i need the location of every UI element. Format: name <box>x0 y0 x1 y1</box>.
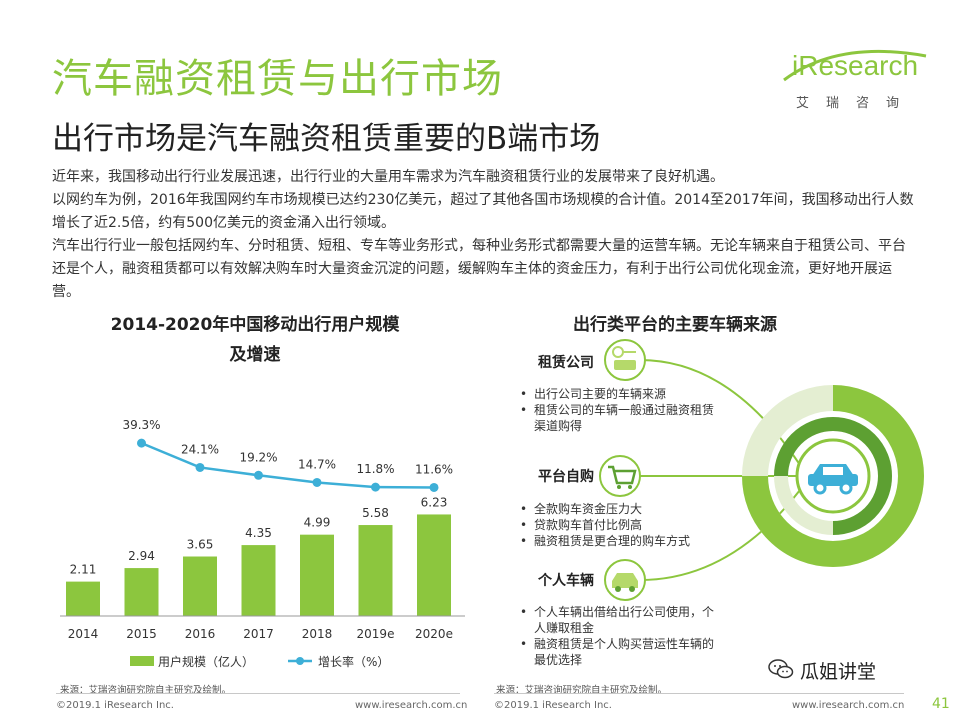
group-bullets-rental-company: 出行公司主要的车辆来源 租赁公司的车辆一般通过融资租赁渠道购得 <box>518 386 718 434</box>
growth-value-label: 19.2% <box>239 450 277 464</box>
bar-value-label: 4.99 <box>304 516 331 530</box>
bullet-item: 贷款购车首付比例高 <box>518 517 738 533</box>
bar <box>358 525 393 616</box>
bar-value-label: 3.65 <box>187 538 214 552</box>
growth-point <box>429 482 439 492</box>
bar <box>417 514 451 616</box>
logo-chinese: 艾瑞咨询 <box>796 96 917 111</box>
bullet-item: 融资租赁是个人购买营运性车辆的最优选择 <box>518 636 718 668</box>
growth-value-label: 14.7% <box>298 457 336 471</box>
group-label-personal-vehicle: 个人车辆 <box>538 573 594 589</box>
bar <box>300 534 334 616</box>
right-source-note: 来源：艾瑞咨询研究院自主研究及绘制。 <box>496 685 668 696</box>
bar <box>241 545 276 616</box>
growth-value-label: 11.8% <box>356 462 394 476</box>
left-chart-title: 2014-2020年中国移动出行用户规模 及增速 <box>90 310 420 370</box>
legend-line-label: 增长率（%） <box>318 654 389 669</box>
growth-value-label: 39.3% <box>122 418 160 432</box>
x-tick-label: 2017 <box>243 627 274 641</box>
user-scale-chart: 2.11 2.94 3.65 4.35 4.99 5.58 6.23 2014 2015 201… <box>60 418 465 669</box>
bar-value-label: 6.23 <box>421 495 448 509</box>
bullet-item: 租赁公司的车辆一般通过融资租赁渠道购得 <box>518 402 718 434</box>
x-tick-label: 2018 <box>302 627 333 641</box>
paragraph-3: 汽车出行行业一般包括网约车、分时租赁、短租、专车等业务形式，每种业务形式都需要大… <box>52 238 906 300</box>
group-bullets-platform-purchase: 全款购车资金压力大 贷款购车首付比例高 融资租赁是更合理的购车方式 <box>518 501 738 549</box>
x-tick-label: 2019e <box>357 627 395 641</box>
bar <box>183 556 217 616</box>
bar-value-label: 5.58 <box>362 506 389 520</box>
right-panel-title: 出行类平台的主要车辆来源 <box>573 315 777 335</box>
left-source-note: 来源：艾瑞咨询研究院自主研究及绘制。 <box>60 685 232 696</box>
x-tick-label: 2020e <box>415 627 453 641</box>
x-tick-label: 2016 <box>185 627 216 641</box>
left-chart-title-line2: 及增速 <box>229 345 281 365</box>
growth-point <box>371 482 380 492</box>
car-key-icon <box>604 339 646 381</box>
footer-divider-right <box>494 693 904 694</box>
car-icon <box>604 559 646 601</box>
middle-ring-arc <box>774 417 892 535</box>
page-number: 41 <box>932 696 950 712</box>
growth-rate-line <box>141 441 435 489</box>
footer-copyright-right: ©2019.1 iResearch Inc. <box>494 700 612 711</box>
footer-copyright-left: ©2019.1 iResearch Inc. <box>56 700 174 711</box>
left-chart-title-line1: 2014-2020年中国移动出行用户规模 <box>110 315 400 335</box>
bar <box>66 581 100 616</box>
growth-point <box>195 462 205 472</box>
growth-value-label: 11.6% <box>415 462 453 476</box>
outer-ring-arc <box>742 385 924 567</box>
logo-wordmark: iResearch <box>792 50 919 81</box>
bullet-item: 融资租赁是更合理的购车方式 <box>518 533 738 549</box>
bullet-item: 个人车辆出借给出行公司使用，个人赚取租金 <box>518 604 718 636</box>
wechat-icon <box>768 659 794 679</box>
page-title: 汽车融资租赁与出行市场 <box>52 56 503 102</box>
paragraph-1: 近年来，我国移动出行行业发展迅速，出行行业的大量用车需求为汽车融资租赁行业的发展… <box>52 169 724 185</box>
growth-point <box>137 438 146 448</box>
group-label-platform-purchase: 平台自购 <box>538 469 594 485</box>
shopping-cart-icon <box>599 455 641 497</box>
x-tick-label: 2015 <box>126 627 157 641</box>
connector-line-3 <box>639 489 801 581</box>
bar-value-label: 2.94 <box>128 549 155 563</box>
center-car-icon <box>808 464 858 495</box>
legend-line-marker <box>296 657 304 665</box>
connector-line-1 <box>639 359 801 466</box>
vehicle-source-diagram <box>599 339 924 601</box>
page-subtitle: 出行市场是汽车融资租赁重要的B端市场 <box>52 121 601 157</box>
legend-bar-label: 用户规模（亿人） <box>158 654 254 669</box>
growth-value-label: 24.1% <box>181 442 219 456</box>
group-label-rental-company: 租赁公司 <box>538 355 594 371</box>
bar-value-label: 2.11 <box>70 563 97 577</box>
footer-url-left[interactable]: www.iresearch.com.cn <box>355 700 468 711</box>
logo-swoosh-icon <box>783 49 927 82</box>
watermark-text: 瓜姐讲堂 <box>800 661 877 683</box>
legend-bar-swatch <box>130 656 154 666</box>
paragraph-2: 以网约车为例，2016年我国网约车市场规模已达约230亿美元，超过了其他各国市场… <box>52 192 914 231</box>
group-bullets-personal-vehicle: 个人车辆出借给出行公司使用，个人赚取租金 融资租赁是个人购买营运性车辆的最优选择 <box>518 604 718 668</box>
footer-url-right[interactable]: www.iresearch.com.cn <box>792 700 905 711</box>
x-tick-label: 2014 <box>68 627 99 641</box>
bullet-item: 全款购车资金压力大 <box>518 501 738 517</box>
bullet-item: 出行公司主要的车辆来源 <box>518 386 718 402</box>
bar <box>124 568 159 616</box>
bar-value-label: 4.35 <box>245 526 272 540</box>
iresearch-logo: iResearch 艾瑞咨询 <box>778 49 938 114</box>
growth-point <box>254 470 263 480</box>
footer-divider-left <box>56 693 460 694</box>
growth-point <box>312 477 322 487</box>
